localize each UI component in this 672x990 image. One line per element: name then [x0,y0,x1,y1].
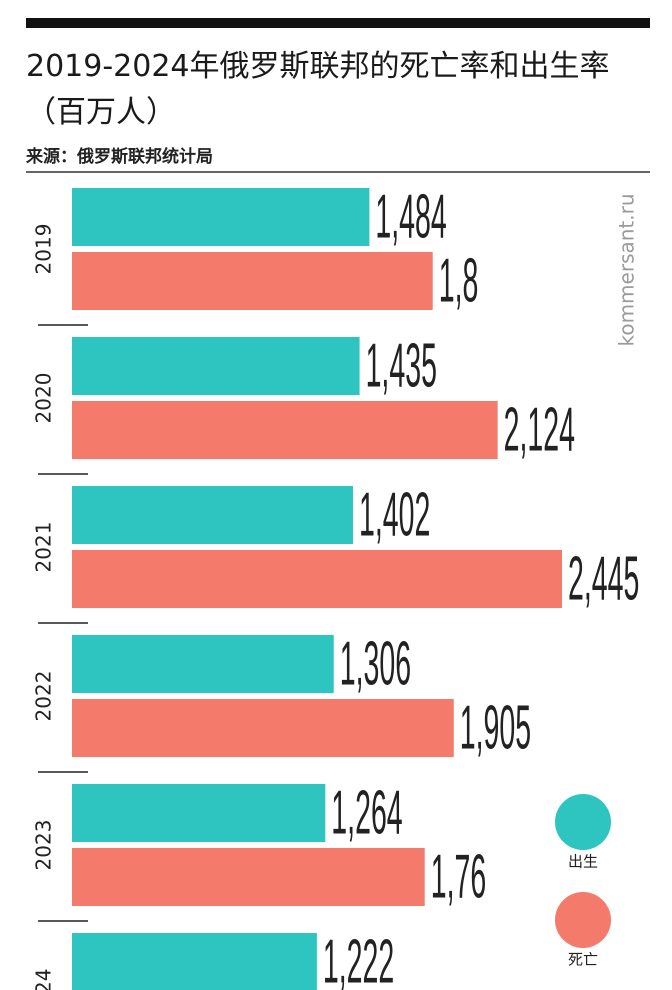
category-label: 2023 [32,820,56,871]
value-label: 1,435 [366,331,437,400]
bar [72,635,334,693]
bar [72,486,353,544]
category-label: 2022 [32,671,56,722]
category-label: 2020 [32,373,56,424]
bar [72,401,498,459]
legend-label: 出生 [568,853,598,871]
category-label: 2021 [32,522,56,573]
legend-label: 死亡 [568,951,598,969]
value-label: 1,402 [359,480,430,549]
value-label: 2,124 [504,395,575,464]
value-label: 1,76 [431,842,486,911]
bar [72,848,425,906]
value-label: 1,905 [460,693,531,762]
top-rule [26,18,650,28]
value-label: 1,8 [439,246,479,315]
category-label: 2024 [32,969,56,990]
value-label: 1,222 [323,927,394,990]
value-label: 1,264 [331,778,402,847]
value-label: 1,306 [340,629,411,698]
bar [72,784,326,842]
bar [72,337,360,395]
value-label: 2,445 [568,544,639,613]
legend-swatch [555,794,611,850]
category-label: 2019 [32,224,56,275]
bar [72,933,317,990]
legend-swatch [555,892,611,948]
watermark: kommersant.ru [615,193,639,346]
bar [72,699,454,757]
bar [72,252,433,310]
bar [72,550,562,608]
chart-title: 2019-2024年俄罗斯联邦的死亡率和出生率（百万人） [26,49,610,130]
bar [72,188,370,246]
value-label: 1,484 [375,182,446,251]
source: 来源：俄罗斯联邦统计局 [26,147,213,167]
